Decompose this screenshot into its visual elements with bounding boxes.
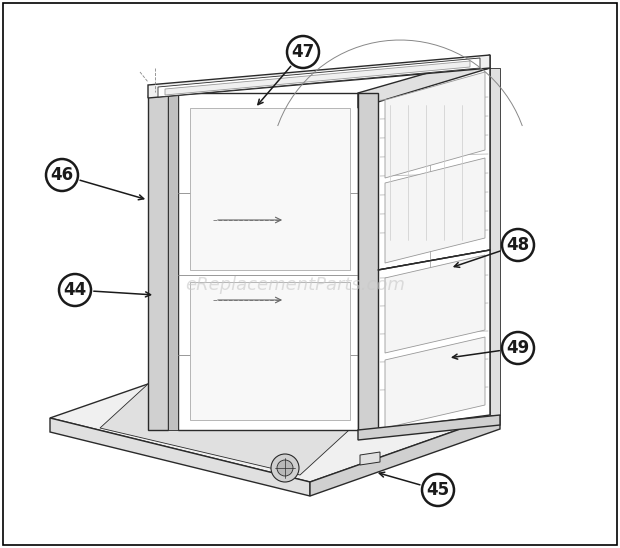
Polygon shape bbox=[50, 418, 310, 496]
Polygon shape bbox=[385, 158, 485, 263]
Polygon shape bbox=[165, 61, 470, 95]
Polygon shape bbox=[158, 58, 480, 97]
Polygon shape bbox=[190, 108, 350, 270]
Circle shape bbox=[422, 474, 454, 506]
Circle shape bbox=[59, 274, 91, 306]
Polygon shape bbox=[310, 415, 500, 496]
Polygon shape bbox=[50, 352, 500, 482]
Text: 45: 45 bbox=[427, 481, 449, 499]
Circle shape bbox=[502, 332, 534, 364]
Polygon shape bbox=[490, 68, 500, 415]
Polygon shape bbox=[358, 93, 378, 430]
Polygon shape bbox=[378, 250, 490, 430]
Text: 44: 44 bbox=[63, 281, 87, 299]
Circle shape bbox=[46, 159, 78, 191]
Circle shape bbox=[271, 454, 299, 482]
Polygon shape bbox=[378, 68, 490, 270]
Circle shape bbox=[502, 229, 534, 261]
Polygon shape bbox=[385, 337, 485, 428]
Circle shape bbox=[277, 460, 293, 476]
Polygon shape bbox=[385, 72, 485, 178]
Polygon shape bbox=[148, 55, 490, 98]
Text: 46: 46 bbox=[50, 166, 74, 184]
Text: 47: 47 bbox=[291, 43, 314, 61]
Polygon shape bbox=[148, 95, 168, 430]
Polygon shape bbox=[190, 282, 350, 420]
Text: eReplacementParts.com: eReplacementParts.com bbox=[185, 276, 405, 294]
Polygon shape bbox=[385, 255, 485, 353]
Circle shape bbox=[287, 36, 319, 68]
Polygon shape bbox=[358, 415, 500, 440]
Polygon shape bbox=[360, 452, 380, 465]
Polygon shape bbox=[178, 93, 358, 430]
Text: 49: 49 bbox=[507, 339, 529, 357]
Polygon shape bbox=[168, 95, 178, 430]
Text: 48: 48 bbox=[507, 236, 529, 254]
Polygon shape bbox=[358, 55, 490, 108]
Polygon shape bbox=[100, 373, 360, 475]
